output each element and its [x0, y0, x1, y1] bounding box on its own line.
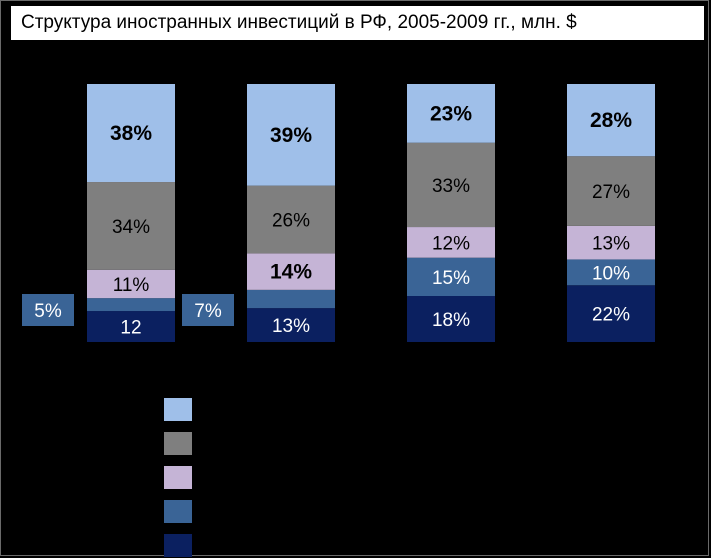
- bar-segment-3-1: [407, 296, 495, 342]
- segment-label-2-5: 39%: [270, 124, 312, 147]
- bar-segment-2-2: [247, 289, 335, 309]
- segment-label-4-1: 22%: [592, 305, 630, 326]
- bar-segment-4-2: [567, 259, 655, 286]
- bar-segment-2-4: [247, 185, 335, 254]
- segment-label-3-2: 15%: [432, 268, 470, 289]
- segment-label-1-4: 34%: [112, 217, 150, 238]
- segment-label-4-4: 27%: [592, 182, 630, 203]
- legend-swatch-1: [164, 398, 192, 421]
- bar-segment-1-4: [87, 182, 175, 270]
- segment-label-3-5: 23%: [430, 102, 472, 125]
- bar-segment-3-2: [407, 257, 495, 297]
- segment-label-4-2: 10%: [592, 263, 630, 284]
- legend-swatch-5: [164, 534, 192, 557]
- bar-segment-4-1: [567, 285, 655, 342]
- bar-segment-2-1: [247, 308, 335, 342]
- bar-segment-4-5: [567, 84, 655, 157]
- bar-segment-1-2: [87, 298, 175, 312]
- bar-segment-3-5: [407, 84, 495, 143]
- bar-segment-1-5: [87, 84, 175, 183]
- segment-label-2-1: 13%: [272, 316, 310, 337]
- segment-label-1-1: 12: [120, 318, 141, 339]
- bar-segment-3-4: [407, 142, 495, 228]
- segment-label-box-2-2: [182, 294, 234, 326]
- bar-segment-1-3: [87, 269, 175, 299]
- legend-swatch-2: [164, 432, 192, 455]
- bar-segment-1-1: [87, 311, 175, 342]
- segment-label-box-1-2: [22, 294, 74, 326]
- segment-label-2-4: 26%: [272, 211, 310, 232]
- bar-segment-4-3: [567, 225, 655, 260]
- legend-swatch-4: [164, 500, 192, 523]
- segment-label-3-4: 33%: [432, 176, 470, 197]
- segment-label-2-3: 14%: [270, 261, 312, 284]
- segment-label-4-5: 28%: [590, 109, 632, 132]
- bar-segment-2-3: [247, 253, 335, 290]
- segment-label-1-5: 38%: [110, 122, 152, 145]
- segment-label-4-3: 13%: [592, 234, 630, 255]
- bar-segment-2-5: [247, 84, 335, 186]
- bar-segment-4-4: [567, 156, 655, 226]
- segment-label-1-2: 5%: [34, 301, 62, 322]
- bar-segment-3-3: [407, 227, 495, 258]
- segment-label-1-3: 11%: [113, 275, 150, 296]
- segment-label-3-3: 12%: [432, 233, 470, 254]
- segment-label-3-1: 18%: [432, 310, 470, 331]
- chart-title: Структура иностранных инвестиций в РФ, 2…: [11, 6, 704, 40]
- legend-swatch-3: [164, 466, 192, 489]
- segment-label-2-2: 7%: [194, 301, 222, 322]
